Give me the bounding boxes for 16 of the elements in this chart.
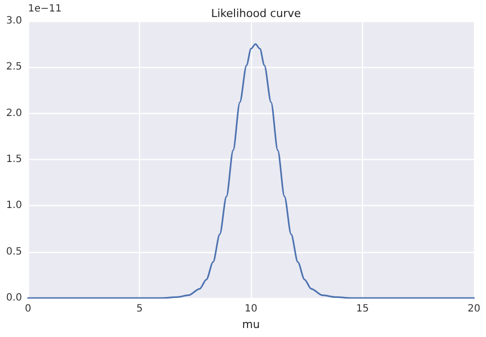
- x-tick-label: 5: [136, 304, 143, 314]
- y-tick-label: 2.0: [6, 108, 22, 119]
- y-tick-label: 3.0: [6, 16, 22, 26]
- line-series: [27, 43, 475, 299]
- x-tick-label: 10: [244, 304, 258, 314]
- x-axis-title: mu: [242, 318, 260, 331]
- y-tick-label: 1.5: [6, 154, 22, 165]
- y-tick-label: 1.0: [6, 200, 22, 212]
- x-tick-label: 15: [356, 304, 369, 314]
- x-tick-label: 0: [24, 304, 32, 314]
- chart-title: Likelihood curve: [211, 7, 302, 20]
- x-tick-label: 20: [468, 304, 480, 314]
- text: 1e−11: [28, 4, 62, 14]
- y-tick-label: 0.0: [6, 292, 22, 304]
- y-tick-label: 0.5: [6, 246, 22, 258]
- y-tick-label: 2.5: [6, 62, 22, 73]
